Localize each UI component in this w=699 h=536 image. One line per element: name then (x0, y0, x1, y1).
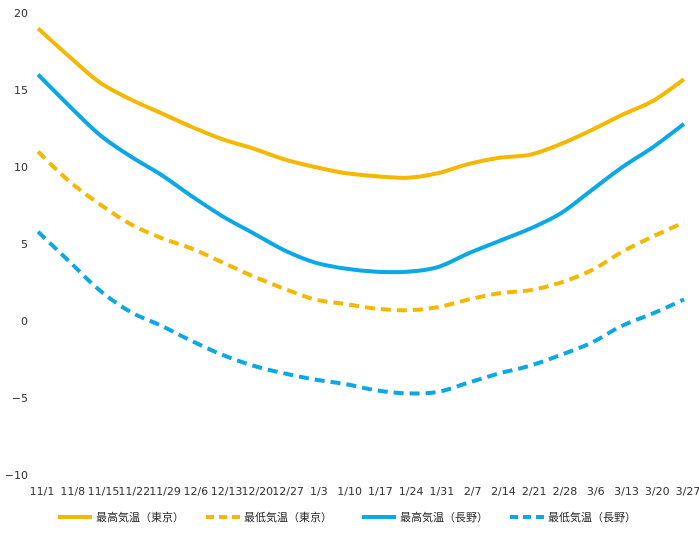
x-tick-label: 1/31 (430, 485, 455, 498)
legend: 最高気温（東京） 最低気温（東京） 最高気温（長野） 最低気温（長野） (58, 510, 636, 524)
legend-label: 最低気温（長野） (548, 510, 636, 524)
series-layer (36, 26, 686, 396)
x-tick-label: 12/20 (241, 485, 273, 498)
y-axis-ticks: 20 15 10 5 0 −5 −10 (5, 7, 28, 482)
y-tick-label: 15 (14, 84, 28, 97)
x-tick-label: 3/20 (645, 485, 670, 498)
x-tick-label: 11/1 (30, 485, 55, 498)
x-tick-label: 2/21 (522, 485, 547, 498)
legend-label: 最低気温（東京） (244, 510, 332, 524)
x-tick-label: 3/13 (614, 485, 639, 498)
series-tokyo-min-line (36, 150, 685, 313)
x-tick-label: 11/8 (60, 485, 85, 498)
y-tick-label: 20 (14, 7, 28, 20)
x-tick-label: 12/13 (211, 485, 243, 498)
series-nagano-max-line (36, 73, 686, 275)
y-tick-label: 0 (21, 315, 28, 328)
x-tick-label: 1/17 (368, 485, 393, 498)
x-tick-label: 11/29 (149, 485, 181, 498)
y-tick-label: 5 (21, 238, 28, 251)
legend-label: 最高気温（長野） (400, 510, 488, 524)
x-tick-label: 1/24 (399, 485, 424, 498)
series-tokyo-max-line (36, 26, 686, 180)
y-tick-label: −10 (5, 469, 28, 482)
legend-label: 最高気温（東京） (96, 510, 184, 524)
y-tick-label: −5 (12, 392, 28, 405)
x-axis-ticks: 11/1 11/8 11/15 11/22 11/29 12/6 12/13 12/20 12/… (30, 485, 699, 498)
x-tick-label: 2/7 (464, 485, 482, 498)
x-tick-label: 2/14 (491, 485, 516, 498)
x-tick-label: 1/10 (337, 485, 362, 498)
x-tick-label: 3/6 (587, 485, 605, 498)
x-tick-label: 3/27 (676, 485, 699, 498)
x-tick-label: 12/6 (183, 485, 208, 498)
y-tick-label: 10 (14, 161, 28, 174)
x-tick-label: 2/28 (553, 485, 578, 498)
x-tick-label: 11/22 (118, 485, 150, 498)
x-tick-label: 12/27 (272, 485, 304, 498)
x-tick-label: 11/15 (88, 485, 120, 498)
series-nagano-min-line (36, 230, 685, 396)
x-tick-label: 1/3 (310, 485, 328, 498)
